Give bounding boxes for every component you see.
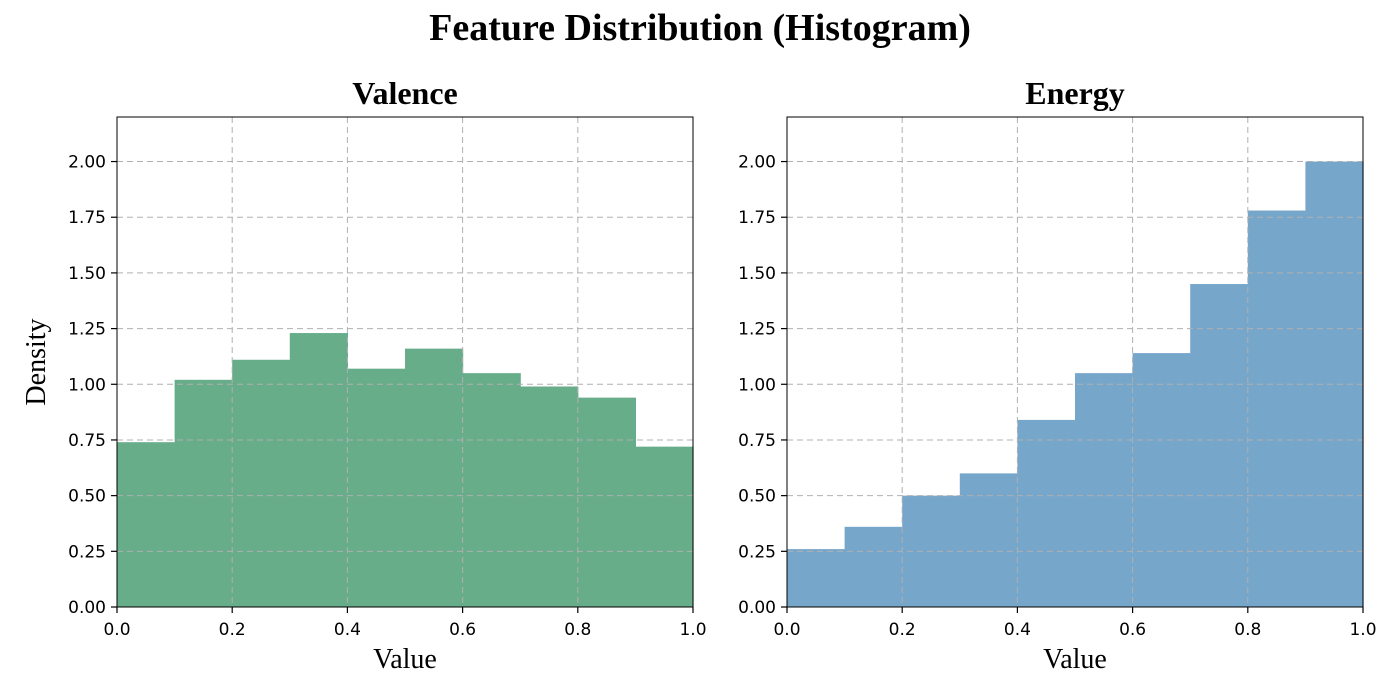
x-tick-label: 0.2 [219,620,246,640]
histogram-bar [1305,161,1364,607]
histogram-bar [1190,284,1249,607]
panels: 0.0 0.2 0.4 0.6 0.8 1.0 0.00 0.25 0.50 0.75 1.00 1.… [21,75,1377,675]
y-axis-label: Density [21,318,52,405]
histogram-bar [405,348,464,607]
y-tick-label: 0.25 [68,542,106,562]
chart-panel-2: 0.0 0.2 0.4 0.6 0.8 1.0 0.00 0.25 0.50 0.75 1.00 1.… [738,75,1376,675]
figure-title: Feature Distribution (Histogram) [429,7,971,49]
y-tick-label: 0.25 [738,542,776,562]
x-tick-label: 0.8 [564,620,591,640]
x-tick-label: 0.4 [1004,620,1031,640]
chart-title: Valence [352,75,457,111]
histogram-bar [174,379,233,607]
histogram-bar [1247,210,1306,607]
chart-panel-1: 0.0 0.2 0.4 0.6 0.8 1.0 0.00 0.25 0.50 0.75 1.00 1.… [21,75,707,675]
histogram-bar [959,473,1018,607]
histogram-bar [844,526,903,607]
x-tick-label: 0.4 [334,620,361,640]
x-tick-label: 0.0 [773,620,800,640]
y-tick-label: 0.00 [738,598,776,618]
x-tick-label: 0.8 [1234,620,1261,640]
histogram-bar [635,446,694,607]
x-tick-label: 0.0 [103,620,130,640]
y-tick-label: 1.75 [738,208,776,228]
y-tick-label: 0.50 [738,487,776,507]
x-tick-label: 1.0 [679,620,706,640]
plot-area-frame [116,116,694,608]
plot-area-frame [786,116,1364,608]
y-tick-label: 1.50 [738,264,776,284]
y-tick-label: 0.75 [68,431,106,451]
y-tick-label: 1.25 [68,320,106,340]
y-tick-label: 0.75 [738,431,776,451]
histogram-bar [577,397,636,607]
chart-title: Energy [1025,75,1125,111]
x-axis-label: Value [1043,644,1107,675]
y-tick-label: 0.50 [68,487,106,507]
y-tick-label: 1.75 [68,208,106,228]
histogram-bar [1017,419,1076,607]
y-tick-label: 2.00 [68,153,106,173]
y-tick-label: 0.00 [68,598,106,618]
histogram-bar [520,386,579,607]
y-tick-label: 1.00 [68,375,106,395]
y-tick-label: 1.00 [738,375,776,395]
x-tick-label: 1.0 [1349,620,1376,640]
histogram-bar [462,373,521,607]
x-tick-label: 0.2 [889,620,916,640]
histogram-bar [1132,353,1191,607]
histogram-bar [289,333,348,607]
x-axis-label: Value [373,644,437,675]
y-tick-label: 1.50 [68,264,106,284]
histogram-bar [232,359,291,607]
x-tick-label: 0.6 [1119,620,1146,640]
histogram-bar [117,442,176,607]
histogram-bar [1075,373,1134,607]
y-tick-label: 1.25 [738,320,776,340]
histogram-bar [347,368,406,607]
x-tick-label: 0.6 [449,620,476,640]
histogram-bar [787,549,846,607]
y-tick-label: 2.00 [738,153,776,173]
